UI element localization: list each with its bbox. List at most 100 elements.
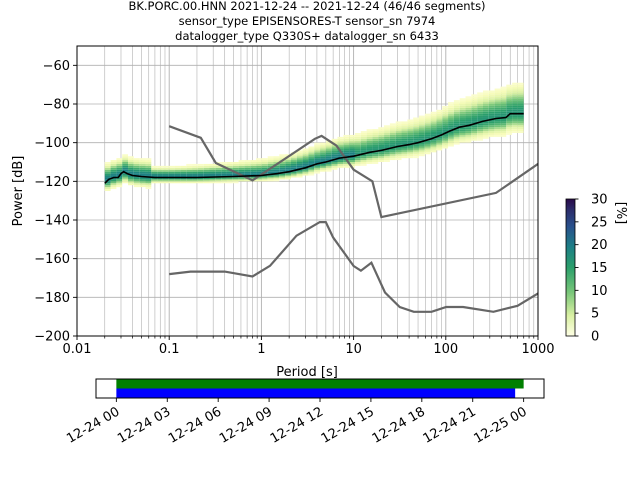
histogram-cell	[477, 125, 483, 128]
histogram-cell	[192, 179, 198, 182]
histogram-cell	[413, 156, 419, 159]
histogram-cell	[273, 171, 280, 174]
histogram-cell	[226, 173, 233, 176]
histogram-cell	[500, 111, 507, 114]
histogram-cell	[453, 111, 460, 114]
histogram-cell	[354, 134, 361, 137]
histogram-cell	[343, 134, 350, 137]
histogram-cell	[354, 160, 361, 162]
histogram-cell	[465, 133, 472, 135]
histogram-cell	[494, 96, 501, 99]
histogram-cell	[471, 115, 478, 118]
histogram-cell	[302, 167, 309, 170]
histogram-cell	[442, 138, 449, 141]
histogram-cell	[256, 167, 262, 170]
histogram-cell	[401, 142, 408, 145]
histogram-cell	[413, 129, 419, 132]
histogram-cell	[384, 142, 390, 145]
histogram-cell	[494, 107, 501, 110]
histogram-cell	[116, 163, 123, 166]
histogram-cell	[349, 142, 355, 145]
histogram-cell	[285, 167, 291, 170]
histogram-cell	[133, 171, 140, 174]
histogram-cell	[430, 138, 437, 141]
histogram-cell	[162, 181, 169, 184]
histogram-cell	[512, 127, 518, 130]
histogram-cell	[151, 179, 158, 182]
histogram-cell	[517, 121, 524, 124]
histogram-cell	[279, 154, 286, 157]
histogram-cell	[482, 131, 489, 133]
histogram-cell	[331, 156, 338, 159]
histogram-cell	[500, 98, 507, 101]
histogram-cell	[506, 100, 513, 103]
histogram-cell	[442, 129, 449, 132]
y-tick-label: −120	[34, 175, 70, 190]
histogram-cell	[471, 133, 478, 135]
histogram-cell	[448, 121, 454, 124]
histogram-cell	[453, 113, 460, 116]
histogram-cell	[244, 179, 251, 182]
histogram-cell	[430, 131, 437, 133]
histogram-cell	[122, 158, 129, 161]
histogram-cell	[506, 107, 513, 110]
histogram-cell	[180, 171, 187, 174]
histogram-cell	[488, 100, 495, 103]
title-line-2: sensor_type EPISENSORES-T sensor_sn 7974	[179, 14, 436, 28]
histogram-cell	[512, 100, 518, 103]
histogram-cell	[337, 142, 344, 145]
histogram-cell	[517, 104, 524, 106]
histogram-cell	[500, 102, 507, 104]
histogram-cell	[128, 163, 134, 166]
histogram-cell	[448, 119, 454, 122]
histogram-cell	[442, 107, 449, 110]
histogram-cell	[401, 156, 408, 159]
histogram-cell	[349, 144, 355, 147]
histogram-cell	[401, 125, 408, 128]
histogram-cell	[360, 156, 367, 159]
histogram-cell	[453, 109, 460, 112]
histogram-cell	[354, 136, 361, 139]
histogram-cell	[395, 142, 402, 145]
x-tick-label: 1	[257, 342, 265, 357]
histogram-cell	[133, 162, 140, 164]
histogram-cell	[331, 138, 338, 141]
histogram-cell	[331, 152, 338, 155]
histogram-cell	[494, 100, 501, 103]
histogram-cell	[232, 173, 239, 176]
histogram-cell	[314, 152, 321, 155]
histogram-cell	[389, 129, 396, 132]
histogram-cell	[424, 119, 431, 122]
histogram-cell	[413, 121, 419, 124]
histogram-cell	[261, 160, 268, 162]
histogram-cell	[430, 146, 437, 149]
histogram-cell	[407, 148, 414, 151]
histogram-cell	[360, 134, 367, 137]
histogram-cell	[320, 146, 326, 149]
histogram-cell	[418, 133, 425, 135]
histogram-cell	[215, 169, 222, 172]
histogram-cell	[267, 158, 274, 161]
histogram-cell	[203, 173, 210, 176]
histogram-cell	[151, 173, 158, 176]
histogram-cell	[145, 165, 152, 168]
histogram-cell	[331, 160, 338, 162]
histogram-cell	[104, 165, 111, 168]
histogram-cell	[378, 150, 385, 153]
histogram-cell	[360, 150, 367, 153]
histogram-cell	[244, 171, 251, 174]
histogram-cell	[512, 123, 518, 126]
histogram-cell	[512, 84, 518, 87]
histogram-cell	[302, 152, 309, 155]
histogram-cell	[203, 177, 210, 180]
y-tick-label: −60	[43, 59, 70, 74]
histogram-cell	[395, 134, 402, 137]
histogram-cell	[360, 160, 367, 162]
histogram-cell	[366, 160, 373, 162]
histogram-cell	[401, 148, 408, 151]
histogram-cell	[500, 119, 507, 122]
histogram-cell	[448, 127, 454, 130]
histogram-cell	[395, 138, 402, 141]
histogram-cell	[471, 107, 478, 110]
histogram-cell	[122, 162, 129, 164]
